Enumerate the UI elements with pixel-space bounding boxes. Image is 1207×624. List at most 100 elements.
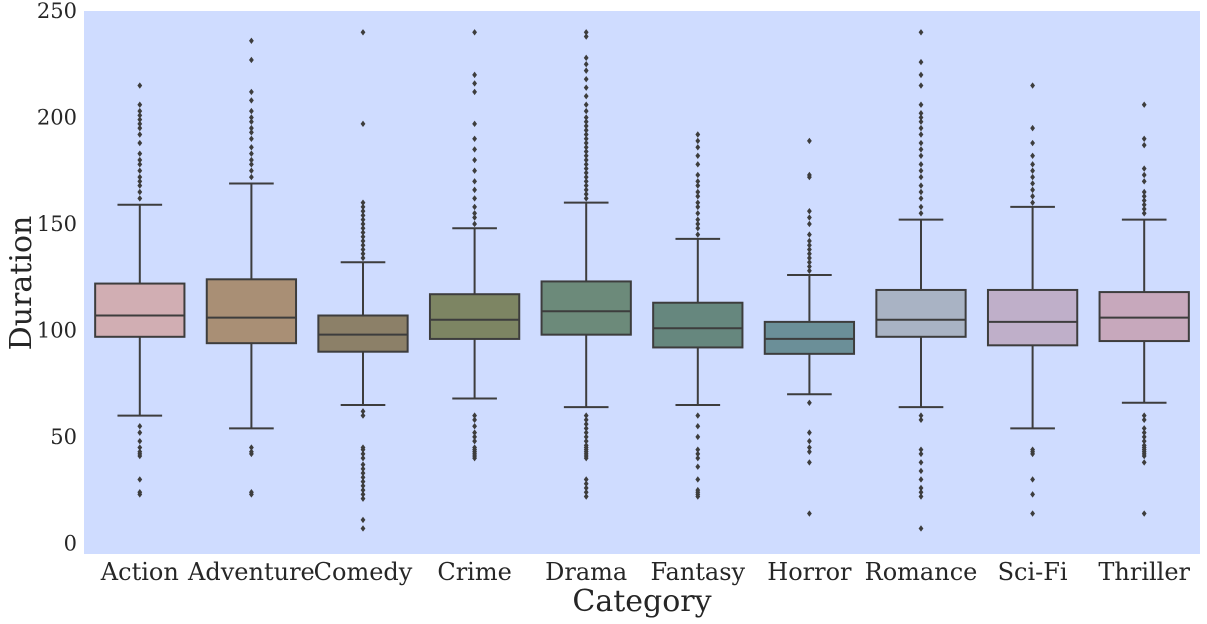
outlier-point — [137, 124, 143, 132]
outlier-point — [918, 161, 924, 168]
outlier-point — [807, 437, 812, 445]
outlier-point — [137, 448, 143, 455]
outlier-point — [807, 250, 812, 257]
outlier-point — [695, 193, 701, 200]
outlier-point — [360, 199, 366, 206]
outlier-point — [1141, 188, 1147, 196]
outlier-point — [137, 107, 143, 115]
outlier-point — [918, 110, 924, 117]
outlier-point — [360, 495, 366, 502]
outlier-point — [137, 423, 143, 430]
outlier-point — [1141, 101, 1147, 108]
outlier-point — [1141, 459, 1147, 466]
outlier-point — [1141, 201, 1147, 208]
x-axis-title: Category — [572, 584, 711, 619]
outlier-point — [360, 486, 366, 494]
outlier-point — [583, 148, 589, 155]
outlier-point — [807, 231, 812, 238]
box-iqr — [317, 314, 409, 353]
outlier-point — [583, 493, 589, 500]
outlier-point — [807, 459, 812, 466]
outlier-point — [472, 437, 477, 445]
outlier-point — [583, 139, 589, 147]
outlier-point — [695, 210, 701, 217]
outlier-point — [1030, 124, 1035, 132]
outlier-point — [249, 56, 254, 64]
outlier-point — [1030, 446, 1035, 453]
outlier-point — [137, 489, 143, 496]
outlier-point — [695, 131, 701, 138]
outlier-point — [918, 101, 924, 108]
outlier-point — [249, 97, 254, 104]
outlier-point — [360, 229, 366, 236]
box-horror — [763, 137, 856, 517]
outlier-point — [918, 484, 924, 492]
outlier-point — [695, 454, 701, 462]
outlier-point — [360, 233, 366, 240]
outlier-point — [918, 152, 924, 159]
outlier-point — [1030, 180, 1035, 187]
outlier-point — [583, 489, 589, 496]
outlier-point — [1030, 173, 1035, 181]
outlier-point — [1030, 161, 1035, 168]
outlier-point — [249, 167, 254, 174]
outlier-point — [360, 469, 366, 477]
outlier-point — [695, 463, 701, 470]
outlier-point — [583, 92, 589, 100]
outlier-point — [918, 210, 924, 217]
outlier-point — [918, 203, 924, 211]
outlier-point — [1141, 197, 1147, 204]
outlier-point — [360, 242, 366, 249]
outlier-point — [807, 171, 812, 179]
outlier-point — [583, 67, 589, 74]
outlier-point — [918, 476, 924, 483]
outlier-point — [807, 448, 812, 455]
outlier-point — [695, 203, 701, 211]
y-axis-title: Duration — [4, 216, 39, 351]
outlier-point — [472, 203, 477, 211]
outlier-point — [360, 478, 366, 485]
x-tick-label: Comedy — [314, 558, 413, 586]
outlier-point — [249, 118, 254, 125]
outlier-point — [472, 167, 477, 174]
outlier-point — [360, 444, 366, 451]
outlier-point — [918, 114, 924, 121]
outlier-point — [583, 476, 589, 483]
outlier-point — [918, 489, 924, 496]
outlier-point — [360, 254, 366, 262]
outlier-point — [360, 412, 366, 419]
outlier-point — [583, 114, 589, 121]
outlier-point — [695, 446, 701, 453]
outlier-point — [472, 178, 477, 185]
outlier-point — [249, 37, 254, 45]
box-series — [94, 29, 1190, 532]
outlier-point — [249, 88, 254, 96]
outlier-point — [918, 188, 924, 196]
x-tick-label: Action — [100, 558, 179, 586]
box-comedy — [317, 29, 409, 532]
outlier-point — [695, 152, 701, 159]
outlier-point — [583, 75, 589, 83]
outlier-point — [583, 61, 589, 68]
outlier-point — [807, 137, 812, 145]
outlier-point — [695, 161, 701, 168]
outlier-point — [360, 237, 366, 245]
outlier-point — [583, 107, 589, 115]
outlier-point — [918, 195, 924, 202]
outlier-point — [918, 131, 924, 138]
outlier-point — [249, 156, 254, 164]
x-tick-label: Crime — [437, 558, 511, 586]
outlier-point — [1141, 135, 1147, 142]
outlier-point — [360, 250, 366, 257]
outlier-point — [472, 88, 477, 96]
outlier-point — [472, 220, 477, 228]
outlier-point — [360, 516, 366, 524]
outlier-point — [1141, 425, 1147, 432]
outlier-point — [695, 225, 701, 232]
outlier-point — [472, 29, 477, 36]
box-romance — [875, 29, 967, 532]
outlier-point — [137, 195, 143, 202]
outlier-point — [695, 216, 701, 223]
